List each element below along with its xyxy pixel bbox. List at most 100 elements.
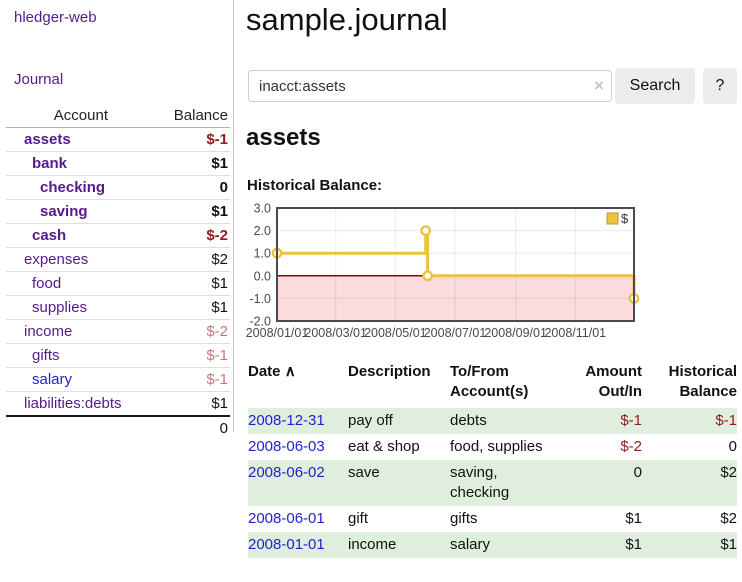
account-row: income $-2 xyxy=(6,319,230,344)
legend-swatch xyxy=(606,212,619,225)
accounts-total-row: 0 xyxy=(6,415,230,440)
register-col-amount: Amount Out/In xyxy=(562,362,642,408)
txn-date-cell: 2008-01-01 xyxy=(248,532,348,558)
search-input[interactable] xyxy=(248,70,612,102)
register-row: 2008-12-31 pay off debts $-1 $-1 xyxy=(248,408,737,434)
txn-date-link[interactable]: 2008-12-31 xyxy=(248,412,325,429)
account-link[interactable]: cash xyxy=(32,227,67,244)
register-col-description-label: Description xyxy=(348,363,431,380)
account-link[interactable]: food xyxy=(32,275,62,292)
x-axis-tick-label: 2008/01/01 xyxy=(246,326,309,340)
sort-asc-icon: ∧ xyxy=(284,363,296,380)
account-balance: $-1 xyxy=(206,131,228,148)
account-row: expenses $2 xyxy=(6,247,230,272)
help-button[interactable]: ? xyxy=(703,68,737,104)
txn-date-link[interactable]: 2008-06-02 xyxy=(248,464,325,481)
txn-date-link[interactable]: 2008-06-01 xyxy=(248,510,325,527)
account-balance: $1 xyxy=(155,295,230,320)
txn-description: save xyxy=(348,464,380,481)
y-axis-tick-label: 1.0 xyxy=(254,247,271,261)
y-axis-tick-label: -1.0 xyxy=(249,292,271,306)
txn-accounts: gifts xyxy=(450,510,478,527)
register-col-date[interactable]: Date ∧ xyxy=(248,362,348,408)
legend-label: $ xyxy=(621,211,629,226)
x-axis-tick-label: 2008/05/01 xyxy=(364,326,427,340)
txn-balance: $1 xyxy=(720,536,737,553)
register-col-balance-line1: Historical xyxy=(668,363,737,380)
register-col-balance-line2: Balance xyxy=(679,383,737,400)
txn-balance: $2 xyxy=(720,510,737,527)
account-balance: 0 xyxy=(155,175,230,200)
txn-date-cell: 2008-06-02 xyxy=(248,460,348,506)
account-row: gifts $-1 xyxy=(6,343,230,368)
account-link[interactable]: liabilities:debts xyxy=(24,395,122,412)
register-row: 2008-01-01 income salary $1 $1 xyxy=(248,532,737,558)
account-balance: $1 xyxy=(155,151,230,176)
register-header-row: Date ∧ Description To/From Account(s) Amo… xyxy=(248,362,737,408)
accounts-col-account: Account xyxy=(6,104,156,128)
txn-amount: 0 xyxy=(633,464,642,481)
register-col-accounts: To/From Account(s) xyxy=(450,362,562,408)
x-axis-tick-label: 2008/03/01 xyxy=(304,326,367,340)
sidebar-divider xyxy=(233,0,234,432)
sidebar-item-journal[interactable]: Journal xyxy=(14,71,64,88)
account-link[interactable]: bank xyxy=(32,155,68,172)
account-link[interactable]: gifts xyxy=(32,347,60,364)
data-point-marker xyxy=(422,270,434,282)
txn-description: income xyxy=(348,536,397,553)
register-col-date-label: Date xyxy=(248,363,281,380)
account-balance: $1 xyxy=(155,199,230,224)
txn-amount: $1 xyxy=(625,536,642,553)
y-axis-tick-label: 3.0 xyxy=(254,202,271,216)
accounts-total-spacer xyxy=(6,415,156,440)
x-axis-tick-label: 2008/09/01 xyxy=(484,326,547,340)
account-row: food $1 xyxy=(6,271,230,296)
register-row: 2008-06-02 save saving, checking 0 $2 xyxy=(248,460,737,506)
account-link[interactable]: assets xyxy=(24,131,71,148)
account-link[interactable]: checking xyxy=(40,179,106,196)
plot-border xyxy=(276,207,635,322)
account-balance: $1 xyxy=(155,391,230,416)
accounts-col-balance: Balance xyxy=(155,104,230,128)
account-row: assets $-1 xyxy=(6,128,230,152)
txn-description: eat & shop xyxy=(348,438,420,455)
chart-label: Historical Balance: xyxy=(247,177,383,194)
y-axis-tick-label: -2.0 xyxy=(249,315,271,329)
clear-search-icon[interactable]: × xyxy=(594,76,604,95)
txn-date-link[interactable]: 2008-06-03 xyxy=(248,438,325,455)
search-button[interactable]: Search xyxy=(615,68,695,104)
txn-description: gift xyxy=(348,510,369,527)
accounts-table: Account Balance assets $-1 bank $1 checking 0… xyxy=(6,104,230,440)
txn-balance: 0 xyxy=(728,438,737,455)
y-axis-tick-label: 0.0 xyxy=(254,269,271,283)
account-link[interactable]: supplies xyxy=(32,299,88,316)
register-col-description: Description xyxy=(348,362,450,408)
register-col-accounts-line2: Account(s) xyxy=(450,383,529,400)
app-brand-link[interactable]: hledger-web xyxy=(14,9,97,26)
account-row: bank $1 xyxy=(6,151,230,176)
account-link[interactable]: saving xyxy=(40,203,88,220)
txn-amount: $1 xyxy=(625,510,642,527)
account-heading: assets xyxy=(246,124,321,151)
txn-description: pay off xyxy=(348,412,393,429)
txn-date-cell: 2008-06-01 xyxy=(248,506,348,532)
account-balance: $-2 xyxy=(155,319,230,344)
txn-amount: $-2 xyxy=(620,438,642,455)
negative-region-fill xyxy=(277,275,634,321)
account-balance: $2 xyxy=(155,247,230,272)
register-col-balance: Historical Balance xyxy=(642,362,737,408)
txn-accounts: salary xyxy=(450,536,491,553)
account-link[interactable]: income xyxy=(24,323,73,340)
txn-date-link[interactable]: 2008-01-01 xyxy=(248,536,325,553)
historical-balance-chart: 3.0 2.0 1.0 0.0 -1.0 -2.02008/01/012008/03/01… xyxy=(246,202,640,340)
register-row: 2008-06-01 gift gifts $1 $2 xyxy=(248,506,737,532)
account-link[interactable]: salary xyxy=(32,371,73,388)
accounts-total-value: 0 xyxy=(155,415,230,440)
y-axis-tick-label: 2.0 xyxy=(254,224,271,238)
account-link[interactable]: expenses xyxy=(24,251,89,268)
txn-date-cell: 2008-12-31 xyxy=(248,408,348,434)
account-row: salary $-1 xyxy=(6,367,230,392)
account-balance: $-2 xyxy=(155,223,230,248)
txn-accounts: food, supplies xyxy=(450,438,543,455)
